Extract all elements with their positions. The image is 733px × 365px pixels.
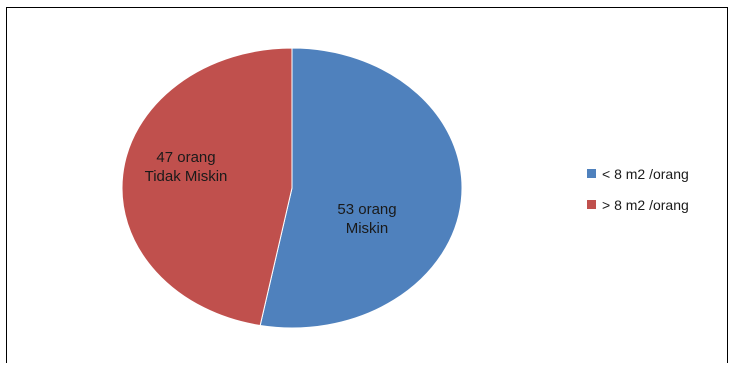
chart-frame bbox=[6, 7, 728, 363]
slice-label-1: 47 orang Tidak Miskin bbox=[145, 149, 228, 185]
pie-slice-1 bbox=[121, 47, 293, 327]
pie-slice-0 bbox=[259, 47, 463, 329]
legend-label-0: < 8 m2 /orang bbox=[602, 166, 689, 182]
legend-swatch-1 bbox=[587, 200, 596, 209]
legend-label-1: > 8 m2 /orang bbox=[602, 197, 689, 213]
legend-swatch-0 bbox=[587, 169, 596, 178]
slice-label-0: 53 orang Miskin bbox=[337, 201, 396, 237]
